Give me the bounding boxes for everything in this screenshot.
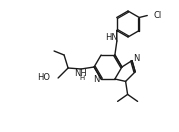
Text: N: N xyxy=(133,54,139,63)
Text: HN: HN xyxy=(105,32,118,41)
Text: N: N xyxy=(93,74,99,84)
Text: NH: NH xyxy=(74,70,86,79)
Text: H: H xyxy=(79,75,85,81)
Text: HO: HO xyxy=(37,74,50,82)
Text: Cl: Cl xyxy=(153,11,161,20)
